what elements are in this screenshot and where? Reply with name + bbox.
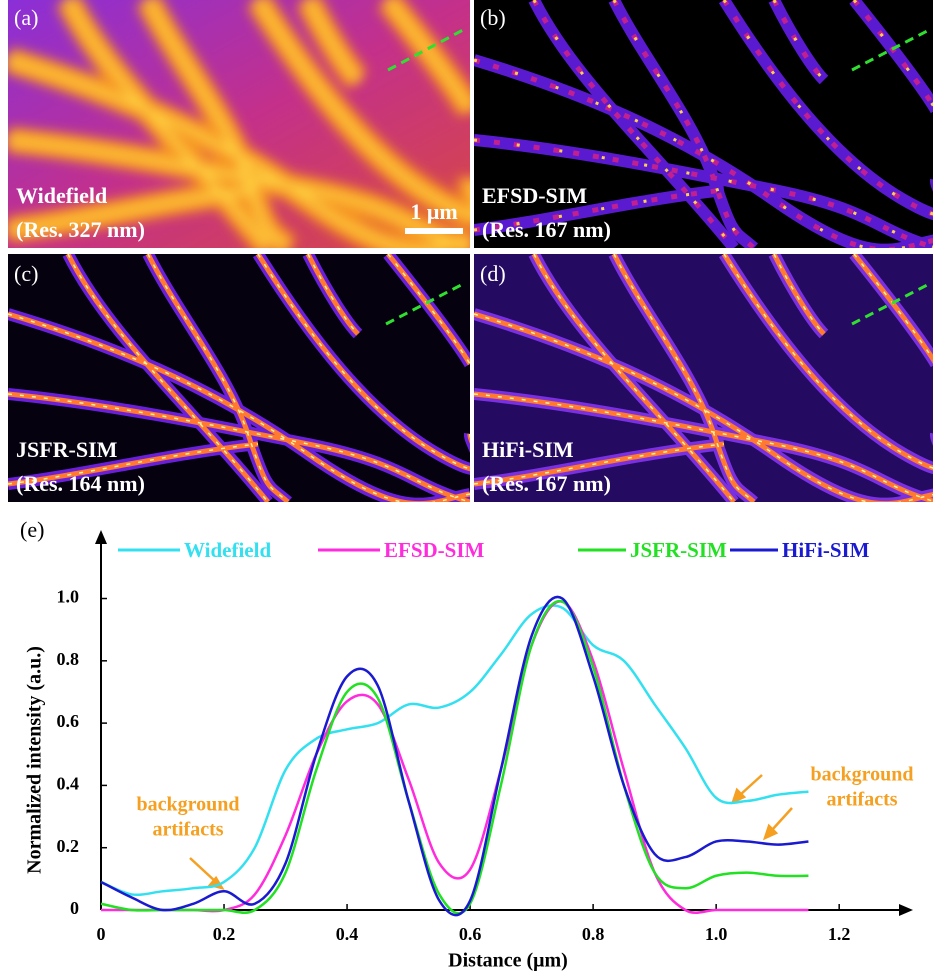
panel-label: (b)	[480, 5, 506, 30]
legend-label: Widefield	[184, 538, 271, 562]
panel-resolution: (Res. 164 nm)	[16, 471, 145, 496]
panel-method: EFSD-SIM	[482, 183, 587, 208]
legend-label: HiFi-SIM	[782, 538, 870, 562]
x-tick-label: 0.8	[582, 924, 605, 944]
panel-d-image	[474, 254, 933, 502]
x-tick-label: 0.6	[459, 924, 482, 944]
annotation: artifacts	[152, 819, 223, 841]
y-tick-label: 1.0	[57, 587, 80, 607]
y-tick-label: 0.2	[57, 836, 80, 856]
panel-b-image	[474, 0, 933, 248]
panel-label: (a)	[14, 5, 38, 30]
annotation: artifacts	[826, 789, 897, 811]
panel-resolution: (Res. 327 nm)	[16, 217, 145, 242]
x-tick-label: 1.2	[828, 924, 851, 944]
legend-label: EFSD-SIM	[384, 538, 485, 562]
x-tick-label: 0	[97, 924, 106, 944]
line-series	[100, 600, 809, 914]
y-axis-arrow	[95, 530, 107, 544]
y-axis-label: Normalized intensity (a.u.)	[24, 646, 46, 874]
y-tick-label: 0.8	[57, 649, 80, 669]
scale-bar-label: 1 μm	[410, 199, 457, 224]
panel-resolution: (Res. 167 nm)	[482, 471, 611, 496]
y-tick-label: 0	[70, 898, 79, 918]
line-series	[100, 599, 809, 915]
panel-c-image	[8, 254, 470, 502]
x-tick-label: 0.2	[213, 924, 236, 944]
line-series	[100, 595, 809, 917]
x-tick-label: 0.4	[336, 924, 359, 944]
panel-resolution: (Res. 167 nm)	[482, 217, 611, 242]
panel-method: Widefield	[16, 183, 107, 208]
x-axis-arrow	[899, 904, 913, 916]
y-tick-label: 0.4	[57, 774, 80, 794]
panel-label: (d)	[480, 261, 506, 286]
panel-label: (c)	[14, 261, 38, 286]
annotation: background	[810, 764, 913, 786]
panel-method: HiFi-SIM	[482, 437, 574, 462]
legend-label: JSFR-SIM	[630, 538, 727, 562]
x-tick-label: 1.0	[705, 924, 728, 944]
panel-method: JSFR-SIM	[16, 437, 118, 462]
chart-label: (e)	[20, 517, 44, 542]
x-axis-label: Distance (μm)	[448, 950, 568, 972]
panel-a-image	[8, 0, 470, 248]
annotation: background	[136, 794, 239, 816]
line-series	[100, 604, 809, 897]
y-tick-label: 0.6	[57, 711, 80, 731]
